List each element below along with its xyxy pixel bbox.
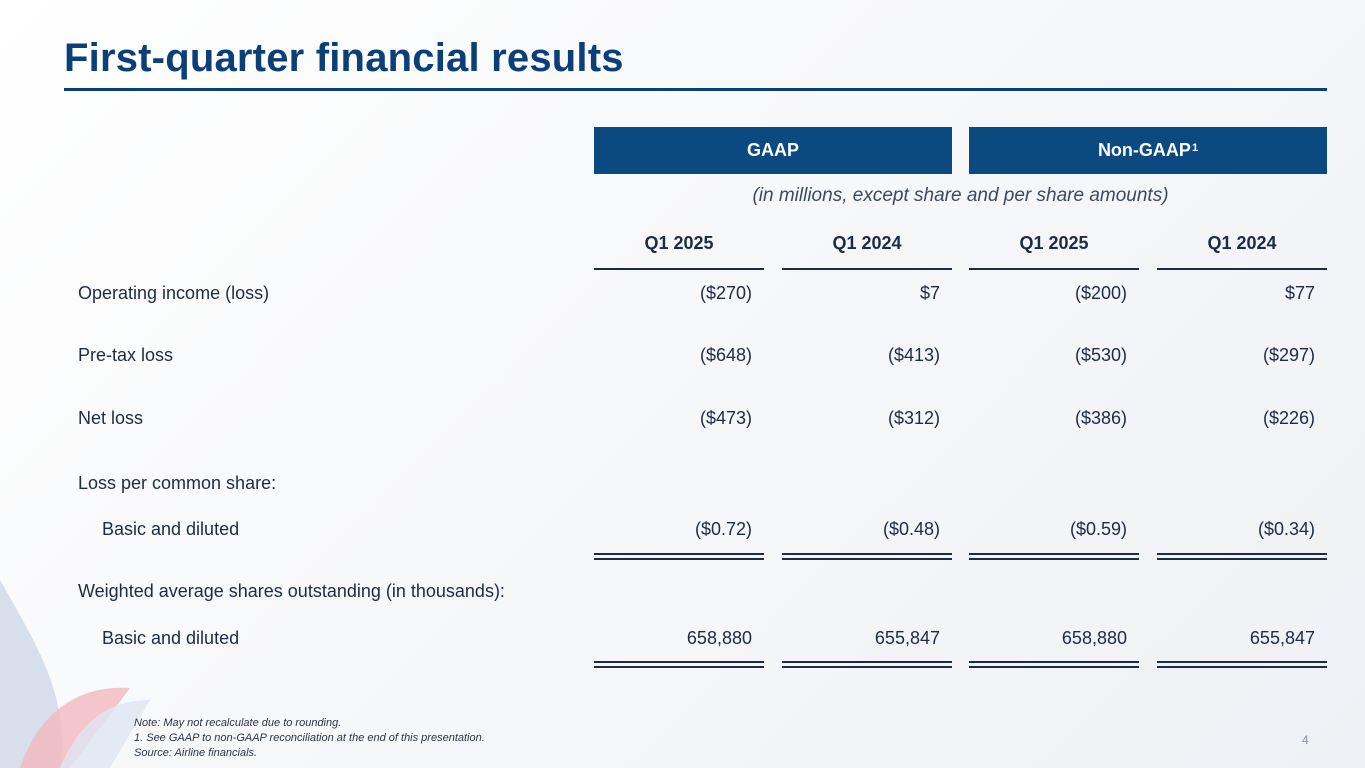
footnotes: Note: May not recalculate due to roundin… [134, 716, 485, 761]
column-header: Q1 2024 [1207, 233, 1277, 253]
table-cell: 658,880 [686, 628, 752, 648]
double-underline [1157, 661, 1327, 668]
column-header: Q1 2025 [644, 233, 714, 253]
row-label-operating-income: Operating income (loss) [78, 283, 270, 303]
units-note: (in millions, except share and per share… [752, 185, 1169, 206]
table-cell: $77 [1284, 283, 1315, 303]
table-cell: ($386) [1074, 408, 1127, 428]
section-label-loss-per-share: Loss per common share: [78, 473, 277, 493]
table-cell: ($0.34) [1257, 519, 1315, 539]
title-divider [64, 88, 1327, 91]
table-cell: 655,847 [874, 628, 940, 648]
table-cell: ($226) [1262, 408, 1315, 428]
table-cell: ($473) [699, 408, 752, 428]
table-cell: ($0.59) [1069, 519, 1127, 539]
non-gaap-column-group-header: Non-GAAP 1 [969, 127, 1327, 174]
table-cell: ($648) [699, 345, 752, 365]
row-label-eps-basic-diluted: Basic and diluted [102, 519, 240, 539]
section-label-weighted-shares: Weighted average shares outstanding (in … [78, 581, 505, 601]
double-underline [782, 661, 952, 668]
column-header-underline [969, 268, 1139, 270]
double-underline [969, 553, 1139, 560]
table-cell: ($270) [699, 283, 752, 303]
double-underline [1157, 553, 1327, 560]
table-cell: ($200) [1074, 283, 1127, 303]
column-header-underline [782, 268, 952, 270]
table-cell: 658,880 [1061, 628, 1127, 648]
table-cell: ($312) [887, 408, 940, 428]
table-cell: $7 [919, 283, 940, 303]
footnote-reconciliation: 1. See GAAP to non-GAAP reconciliation a… [134, 732, 485, 744]
table-cell: ($530) [1074, 345, 1127, 365]
gaap-header-label: GAAP [746, 140, 799, 160]
double-underline [594, 661, 764, 668]
table-cell: 655,847 [1249, 628, 1315, 648]
row-label-net-loss: Net loss [78, 408, 144, 428]
footnote-marker: 1 [1191, 141, 1199, 154]
column-header-underline [594, 268, 764, 270]
table-cell: ($0.48) [882, 519, 940, 539]
footnote-source: Source: Airline financials. [134, 747, 258, 759]
footnote-rounding: Note: May not recalculate due to roundin… [134, 717, 342, 729]
gaap-column-group-header: GAAP [594, 127, 952, 174]
column-header: Q1 2025 [1019, 233, 1089, 253]
page-number: 4 [1302, 733, 1309, 747]
column-header-underline [1157, 268, 1327, 270]
table-cell: ($297) [1262, 345, 1315, 365]
logo-swoosh-graphic [0, 580, 150, 768]
row-label-pre-tax-loss: Pre-tax loss [78, 345, 174, 365]
non-gaap-header-label: Non-GAAP [1097, 140, 1191, 160]
double-underline [782, 553, 952, 560]
table-cell: ($0.72) [694, 519, 752, 539]
table-cell: ($413) [887, 345, 940, 365]
page-title: First-quarter financial results [64, 36, 624, 80]
row-label-shares-basic-diluted: Basic and diluted [102, 628, 240, 648]
double-underline [594, 553, 764, 560]
column-header: Q1 2024 [832, 233, 902, 253]
double-underline [969, 661, 1139, 668]
